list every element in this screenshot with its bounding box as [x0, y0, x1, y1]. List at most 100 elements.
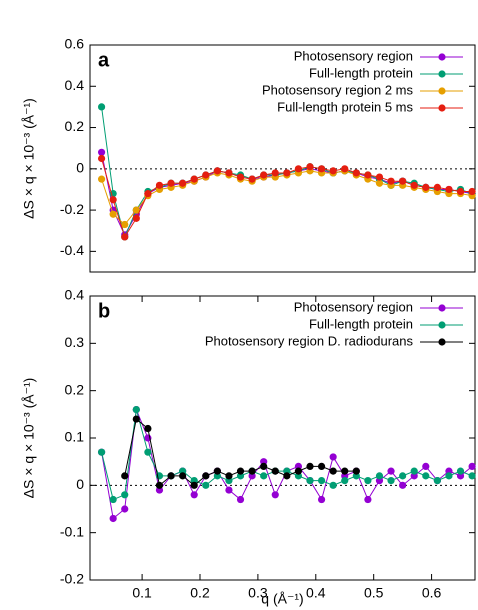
- data-point: [260, 462, 268, 470]
- data-point: [109, 196, 117, 204]
- data-point: [167, 179, 175, 187]
- legend-swatch: [438, 304, 446, 312]
- data-point: [387, 177, 395, 185]
- data-point: [329, 467, 337, 475]
- data-point: [167, 472, 175, 480]
- data-point: [132, 214, 140, 222]
- y-tick-label: -0.4: [60, 242, 84, 258]
- data-point: [352, 467, 360, 475]
- data-point: [375, 472, 384, 480]
- series-line: [101, 409, 473, 520]
- legend-swatch: [438, 104, 446, 112]
- series-line: [101, 170, 473, 226]
- data-point: [225, 169, 233, 177]
- y-axis-label: ΔS × q × 10⁻³ (Å⁻¹): [21, 98, 37, 219]
- data-point: [109, 210, 117, 218]
- data-point: [294, 165, 303, 173]
- legend-label: Full-length protein 5 ms: [277, 99, 413, 114]
- y-tick-label: 0.1: [65, 429, 85, 445]
- legend-label: Photosensory region: [294, 48, 413, 63]
- data-point: [213, 167, 221, 175]
- y-tick-label: 0.4: [65, 287, 85, 303]
- data-point: [364, 495, 372, 504]
- data-point: [306, 163, 314, 171]
- data-point: [202, 472, 210, 480]
- y-tick-label: 0.2: [65, 381, 85, 397]
- data-point: [341, 467, 349, 475]
- panel-label: a: [98, 49, 110, 71]
- data-point: [190, 491, 198, 499]
- data-point: [329, 481, 337, 489]
- data-point: [144, 424, 152, 433]
- data-point: [433, 477, 441, 485]
- data-point: [132, 206, 140, 214]
- data-point: [109, 514, 117, 523]
- data-point: [375, 173, 384, 181]
- data-point: [236, 495, 245, 504]
- data-point: [317, 165, 326, 173]
- data-point: [271, 169, 279, 177]
- y-tick-label: -0.2: [60, 571, 84, 587]
- data-point: [317, 495, 326, 504]
- y-tick-label: 0.3: [65, 334, 85, 350]
- data-point: [271, 467, 279, 475]
- data-point: [445, 185, 453, 194]
- data-point: [364, 171, 372, 179]
- data-point: [97, 103, 106, 111]
- legend-swatch: [438, 70, 446, 78]
- data-point: [236, 467, 245, 475]
- data-point: [236, 173, 245, 181]
- data-point: [179, 179, 187, 187]
- data-point: [179, 472, 187, 480]
- data-point: [97, 175, 106, 183]
- data-point: [341, 477, 349, 485]
- data-point: [399, 177, 407, 185]
- legend-label: Photosensory region 2 ms: [262, 82, 414, 97]
- data-point: [422, 462, 430, 470]
- y-tick-label: 0.2: [65, 118, 85, 134]
- data-point: [260, 171, 268, 179]
- legend-swatch: [438, 53, 446, 61]
- data-point: [121, 491, 129, 499]
- data-point: [468, 472, 476, 480]
- data-point: [329, 453, 337, 461]
- x-tick-label: 0.5: [364, 585, 384, 601]
- data-point: [422, 472, 430, 480]
- data-point: [399, 472, 407, 480]
- y-axis-label: ΔS × q × 10⁻³ (Å⁻¹): [21, 378, 37, 499]
- data-point: [248, 175, 256, 183]
- data-point: [283, 472, 291, 480]
- data-point: [468, 462, 476, 470]
- data-point: [190, 481, 198, 489]
- data-point: [329, 167, 337, 175]
- y-tick-label: 0.6: [65, 36, 85, 52]
- legend-label: Full-length protein: [309, 65, 413, 80]
- data-point: [433, 183, 441, 191]
- x-axis-label: q (Å⁻¹): [261, 591, 303, 607]
- data-point: [155, 181, 164, 189]
- panel-label: b: [98, 300, 110, 322]
- data-point: [202, 481, 210, 489]
- series-line: [101, 152, 473, 236]
- data-point: [213, 467, 221, 475]
- data-point: [341, 165, 349, 173]
- data-point: [364, 477, 372, 485]
- y-tick-label: 0.4: [65, 77, 85, 93]
- data-point: [456, 467, 465, 475]
- data-point: [271, 491, 279, 499]
- data-point: [468, 187, 476, 196]
- legend-swatch: [438, 87, 446, 95]
- data-point: [121, 220, 129, 229]
- data-point: [317, 462, 326, 470]
- data-point: [445, 472, 453, 480]
- data-point: [294, 467, 303, 475]
- data-point: [190, 175, 198, 183]
- data-point: [144, 448, 152, 456]
- data-point: [410, 181, 418, 189]
- data-point: [422, 183, 430, 191]
- data-point: [132, 406, 140, 414]
- data-point: [97, 148, 106, 156]
- legend-label: Photosensory region D. radiodurans: [205, 333, 414, 348]
